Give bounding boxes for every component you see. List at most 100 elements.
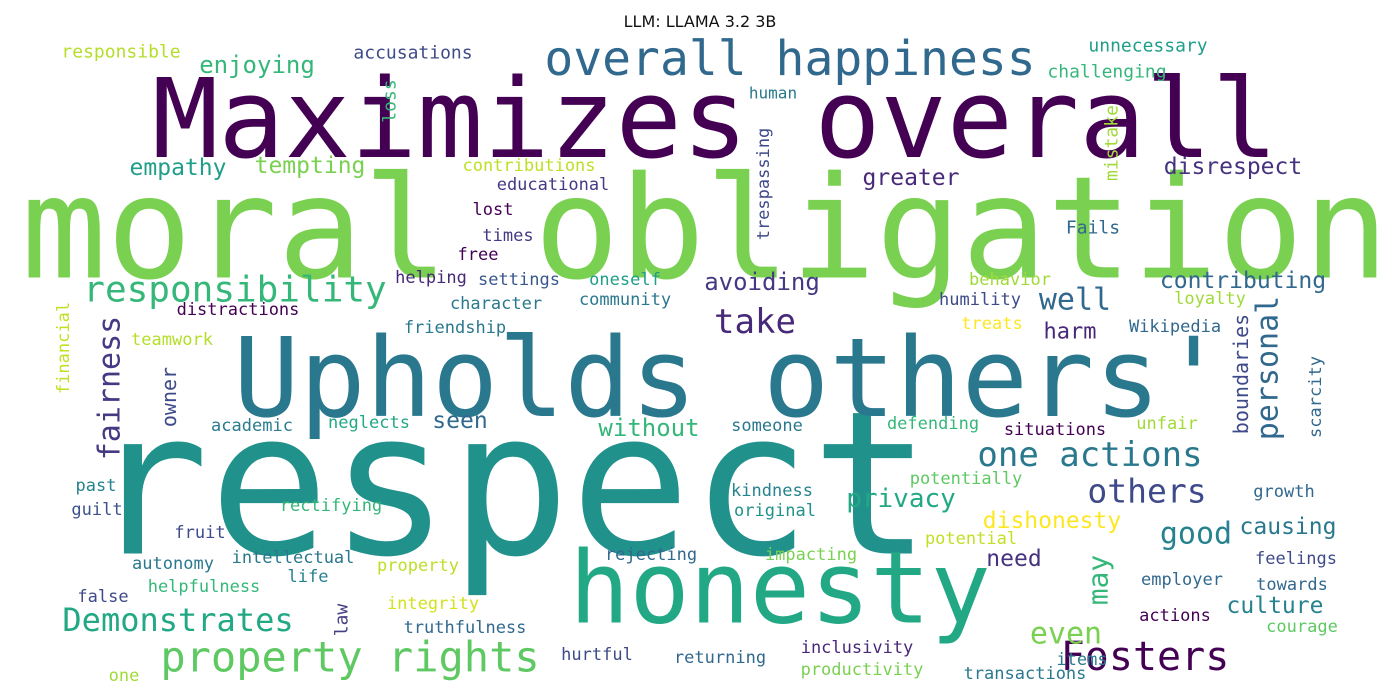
- cloud-word: potential: [925, 529, 1017, 549]
- cloud-word: transactions: [964, 664, 1087, 684]
- cloud-word: take: [714, 302, 796, 342]
- cloud-word: rectifying: [280, 496, 382, 516]
- cloud-word: Demonstrates: [62, 601, 293, 639]
- cloud-word: fairness: [93, 316, 128, 461]
- cloud-word: defending: [887, 414, 979, 434]
- cloud-word: potentially: [910, 469, 1023, 489]
- cloud-word: one: [109, 666, 140, 686]
- cloud-word: growth: [1253, 482, 1314, 502]
- cloud-word: productivity: [801, 660, 924, 680]
- cloud-word: empathy: [130, 155, 227, 181]
- cloud-word: dishonesty: [983, 508, 1121, 534]
- cloud-word: employer: [1141, 570, 1223, 590]
- cloud-word: causing: [1240, 514, 1337, 540]
- cloud-word: well: [1039, 283, 1111, 318]
- cloud-word: hurtful: [561, 645, 633, 665]
- cloud-word: Upholds others': [233, 314, 1226, 442]
- cloud-word: owner: [157, 367, 181, 427]
- cloud-word: human: [749, 84, 797, 103]
- cloud-word: original: [734, 501, 816, 521]
- cloud-word: even: [1030, 617, 1102, 652]
- cloud-word: community: [579, 290, 671, 310]
- cloud-word: Fails: [1066, 218, 1120, 239]
- cloud-word: neglects: [328, 413, 410, 433]
- cloud-word: contributing: [1160, 268, 1326, 294]
- cloud-word: distractions: [177, 300, 300, 320]
- cloud-word: moral obligation: [21, 147, 1389, 312]
- cloud-word: personal: [1251, 296, 1286, 441]
- cloud-word: culture: [1227, 593, 1324, 619]
- cloud-word: character: [450, 294, 542, 314]
- cloud-word: lost: [473, 200, 514, 220]
- cloud-word: someone: [731, 416, 803, 436]
- cloud-word: contributions: [462, 156, 595, 176]
- cloud-word: humility: [939, 290, 1021, 310]
- cloud-word: privacy: [846, 484, 956, 514]
- chart-title: LLM: LLAMA 3.2 3B: [623, 12, 777, 31]
- cloud-word: Fosters: [1061, 634, 1230, 680]
- cloud-word: accusations: [353, 43, 472, 64]
- cloud-word: false: [77, 587, 128, 607]
- cloud-word: without: [598, 414, 699, 442]
- cloud-word: may: [1082, 555, 1115, 606]
- cloud-word: respect: [89, 369, 932, 602]
- cloud-word: overall happiness: [544, 31, 1035, 87]
- cloud-word: intellectual: [232, 548, 355, 568]
- cloud-word: harm: [1044, 320, 1097, 345]
- cloud-word: courage: [1266, 617, 1338, 637]
- cloud-word: Maximizes overall: [152, 55, 1278, 183]
- cloud-word: one actions: [977, 435, 1202, 475]
- cloud-word: returning: [674, 648, 766, 668]
- cloud-word: loss: [380, 79, 401, 122]
- cloud-word: tempting: [255, 153, 366, 179]
- cloud-word: property rights: [160, 633, 539, 682]
- cloud-word: situations: [1004, 420, 1106, 440]
- cloud-word: inclusivity: [801, 638, 914, 658]
- cloud-word: enjoying: [199, 51, 315, 79]
- cloud-word: unfair: [1136, 414, 1197, 434]
- cloud-word: impacting: [765, 545, 857, 565]
- cloud-word: boundaries: [1229, 314, 1253, 434]
- cloud-word: friendship: [404, 318, 506, 338]
- cloud-word: trespassing: [754, 128, 774, 241]
- cloud-word: settings: [478, 270, 560, 290]
- cloud-word: autonomy: [132, 554, 214, 574]
- cloud-word: property: [377, 556, 459, 576]
- cloud-word: greater: [863, 165, 960, 191]
- cloud-word: mistake: [1102, 105, 1123, 181]
- cloud-word: responsibility: [83, 270, 386, 311]
- cloud-word: good: [1160, 517, 1232, 552]
- cloud-word: guilt: [71, 500, 122, 520]
- cloud-word: loyalty: [1174, 289, 1246, 309]
- cloud-word: feelings: [1255, 549, 1337, 569]
- cloud-word: life: [288, 567, 329, 587]
- cloud-word: behavior: [969, 270, 1051, 290]
- cloud-word: teamwork: [131, 330, 213, 350]
- cloud-word: fruit: [174, 523, 225, 543]
- cloud-word: kindness: [731, 481, 813, 501]
- cloud-word: truthfulness: [404, 618, 527, 638]
- cloud-word: Wikipedia: [1129, 317, 1221, 337]
- cloud-word: need: [986, 546, 1041, 572]
- cloud-word: educational: [497, 175, 610, 195]
- cloud-word: challenging: [1047, 62, 1166, 83]
- cloud-word: oneself: [589, 270, 661, 290]
- cloud-word: seen: [432, 408, 487, 434]
- cloud-word: times: [482, 226, 533, 246]
- cloud-word: towards: [1256, 575, 1328, 595]
- cloud-word: academic: [211, 416, 293, 436]
- cloud-word: law: [332, 604, 353, 637]
- cloud-word: financial: [54, 302, 74, 394]
- cloud-word: free: [458, 245, 499, 265]
- cloud-word: honesty: [569, 530, 990, 647]
- cloud-word: responsible: [61, 42, 180, 63]
- cloud-word: unnecessary: [1088, 36, 1207, 57]
- cloud-word: treats: [961, 314, 1022, 334]
- cloud-word: helpfulness: [148, 577, 261, 597]
- cloud-word: scarcity: [1306, 356, 1326, 438]
- cloud-word: actions: [1139, 606, 1211, 626]
- cloud-word: disrespect: [1164, 154, 1302, 180]
- cloud-word: past: [76, 476, 117, 496]
- cloud-word: integrity: [387, 594, 479, 614]
